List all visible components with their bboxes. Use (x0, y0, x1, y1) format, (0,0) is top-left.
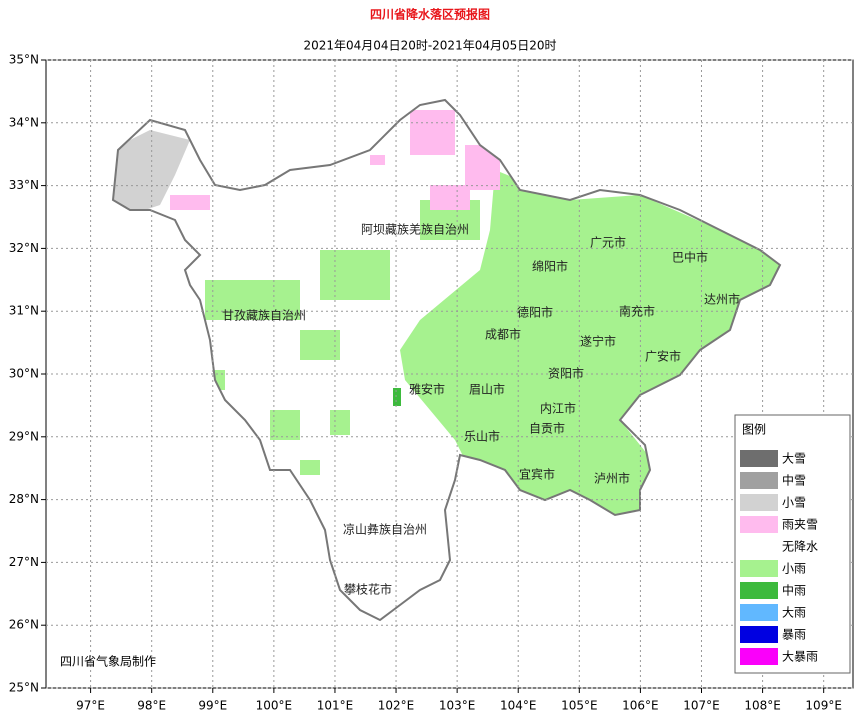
city-label: 遂宁市 (580, 334, 616, 349)
light-rain-patch (330, 410, 350, 435)
light-rain-patch (250, 280, 300, 320)
lon-tick-label: 97°E (76, 699, 105, 713)
lon-tick-label: 101°E (317, 699, 354, 713)
city-label: 雅安市 (409, 382, 445, 397)
lat-tick-label: 31°N (9, 304, 39, 318)
legend-swatch (740, 516, 778, 533)
city-label: 南充市 (619, 304, 655, 319)
city-label: 德阳市 (517, 305, 553, 320)
lat-tick-label: 32°N (9, 241, 39, 255)
city-label: 内江市 (540, 401, 576, 416)
city-label: 眉山市 (469, 382, 505, 397)
legend-label: 大雨 (782, 606, 806, 620)
legend-label: 小雪 (782, 496, 806, 510)
legend-label: 中雪 (782, 473, 806, 488)
legend-swatch (740, 648, 778, 665)
moderate-rain-patch (393, 388, 401, 406)
lat-tick-label: 26°N (9, 618, 39, 632)
city-label: 乐山市 (464, 429, 500, 444)
lon-tick-label: 109°E (805, 699, 842, 713)
city-label: 广安市 (645, 349, 681, 364)
lon-tick-label: 108°E (744, 699, 781, 713)
city-label: 凉山彝族自治州 (343, 522, 427, 537)
sleet-patch (170, 195, 210, 210)
city-label: 泸州市 (594, 471, 630, 486)
legend-label: 大雪 (782, 452, 806, 466)
subtitle: 2021年04月04日20时-2021年04月05日20时 (303, 39, 556, 53)
province-border (111, 98, 782, 622)
lon-tick-label: 107°E (683, 699, 720, 713)
legend-label: 大暴雨 (782, 650, 818, 664)
lat-tick-label: 28°N (9, 492, 39, 506)
city-label: 资阳市 (548, 366, 584, 381)
legend-label: 无降水 (782, 540, 818, 554)
lon-tick-label: 105°E (561, 699, 598, 713)
light-rain-patch (300, 460, 320, 475)
city-label: 自贡市 (529, 421, 565, 436)
city-label: 广元市 (590, 235, 626, 250)
lat-tick-label: 33°N (9, 178, 39, 192)
lon-tick-label: 102°E (378, 699, 415, 713)
legend-swatch (740, 538, 778, 555)
precip-areas (113, 110, 780, 520)
legend-label: 暴雨 (782, 628, 806, 642)
lon-tick-label: 99°E (198, 699, 227, 713)
light-rain-patch (300, 330, 340, 360)
city-label: 达州市 (704, 292, 740, 307)
lat-tick-label: 27°N (9, 555, 39, 569)
map-layer (111, 98, 782, 622)
light-rain-patch (320, 250, 390, 300)
legend-swatch (740, 450, 778, 467)
graticule: 25°N 26°N 27°N 28°N 29°N 30°N 31°N 32°N 33°N 34°N… (9, 53, 853, 713)
legend-label: 小雨 (782, 562, 806, 576)
city-label: 成都市 (485, 327, 521, 342)
legend-swatch (740, 582, 778, 599)
lon-tick-label: 103°E (439, 699, 476, 713)
legend-swatch (740, 604, 778, 621)
credit: 四川省气象局制作 (60, 654, 156, 669)
lon-tick-label: 106°E (622, 699, 659, 713)
city-label: 绵阳市 (532, 259, 568, 274)
lat-tick-label: 29°N (9, 429, 39, 443)
lon-tick-label: 104°E (500, 699, 537, 713)
city-label: 阿坝藏族羌族自治州 (361, 223, 469, 237)
title: 四川省降水落区预报图 (370, 7, 490, 22)
sleet-patch (465, 145, 500, 190)
legend-swatch (740, 494, 778, 511)
city-label: 宜宾市 (519, 467, 555, 482)
lon-tick-label: 98°E (137, 699, 166, 713)
lat-tick-label: 30°N (9, 367, 39, 381)
sleet-patch (410, 110, 455, 155)
city-label: 攀枝花市 (344, 582, 392, 597)
sleet-patch (430, 185, 470, 210)
lon-tick-label: 100°E (256, 699, 293, 713)
legend-swatch (740, 560, 778, 577)
light-rain-area (400, 170, 780, 520)
lat-tick-label: 35°N (9, 53, 39, 67)
light-rain-patch (270, 410, 300, 440)
light-snow-area (113, 130, 190, 215)
legend-label: 雨夹雪 (782, 518, 818, 532)
city-label: 巴中市 (672, 250, 708, 265)
lat-tick-label: 25°N (9, 681, 39, 695)
legend-swatch (740, 472, 778, 489)
city-label: 甘孜藏族自治州 (222, 309, 306, 323)
sleet-patch (370, 155, 385, 165)
legend-swatch (740, 626, 778, 643)
legend-label: 中雨 (782, 583, 806, 598)
lat-tick-label: 34°N (9, 115, 39, 129)
legend-title: 图例 (742, 423, 766, 437)
